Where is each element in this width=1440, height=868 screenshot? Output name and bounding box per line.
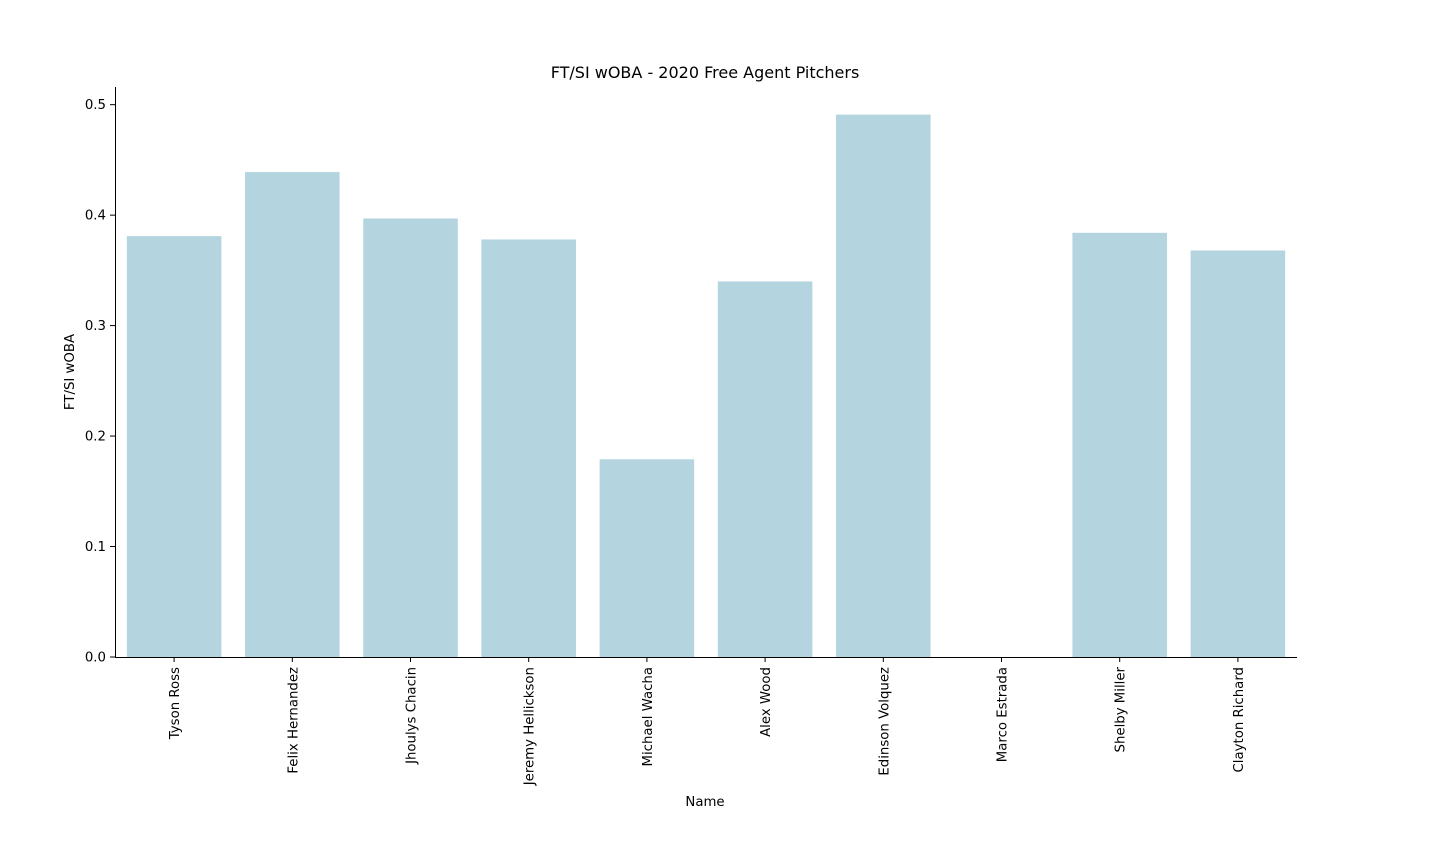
- x-tick-label: Jhoulys Chacin: [405, 667, 420, 765]
- x-tick-label: Felix Hernandez: [286, 667, 301, 774]
- bar-2: [363, 218, 458, 657]
- y-tick-label: 0.3: [85, 319, 106, 334]
- x-tick-label: Shelby Miller: [1114, 666, 1129, 752]
- x-ticks: Tyson Ross Felix Hernandez Jhoulys Chacin J…: [168, 657, 1247, 786]
- chart-title: FT/SI wOBA - 2020 Free Agent Pitchers: [551, 63, 860, 82]
- x-tick-label: Marco Estrada: [996, 667, 1011, 762]
- y-tick-label: 0.5: [85, 98, 106, 113]
- y-tick-label: 0.4: [85, 209, 106, 224]
- x-tick-label: Tyson Ross: [168, 667, 183, 740]
- y-ticks: 0.0 0.1 0.2 0.3 0.4 0.5: [85, 98, 115, 666]
- x-axis-label: Name: [685, 795, 724, 810]
- y-axis-label: FT/SI wOBA: [63, 334, 78, 410]
- x-tick-label: Alex Wood: [759, 667, 774, 737]
- bars-layer: [126, 114, 1286, 658]
- x-tick-label: Clayton Richard: [1232, 667, 1247, 773]
- bar-4: [599, 459, 695, 657]
- axes-layer: [115, 87, 1297, 658]
- y-tick-label: 0.0: [85, 651, 106, 666]
- y-tick-label: 0.2: [85, 430, 106, 445]
- bar-0: [126, 236, 222, 657]
- x-tick-label: Jeremy Hellickson: [523, 667, 538, 786]
- bar-6: [836, 114, 931, 658]
- x-tick-label: Edinson Volquez: [877, 667, 892, 776]
- y-tick-label: 0.1: [85, 540, 106, 555]
- bar-5: [717, 281, 813, 657]
- bar-1: [245, 172, 340, 657]
- x-tick-label: Michael Wacha: [641, 667, 656, 767]
- bar-9: [1190, 250, 1286, 658]
- bar-3: [481, 239, 576, 657]
- bar-8: [1072, 232, 1167, 657]
